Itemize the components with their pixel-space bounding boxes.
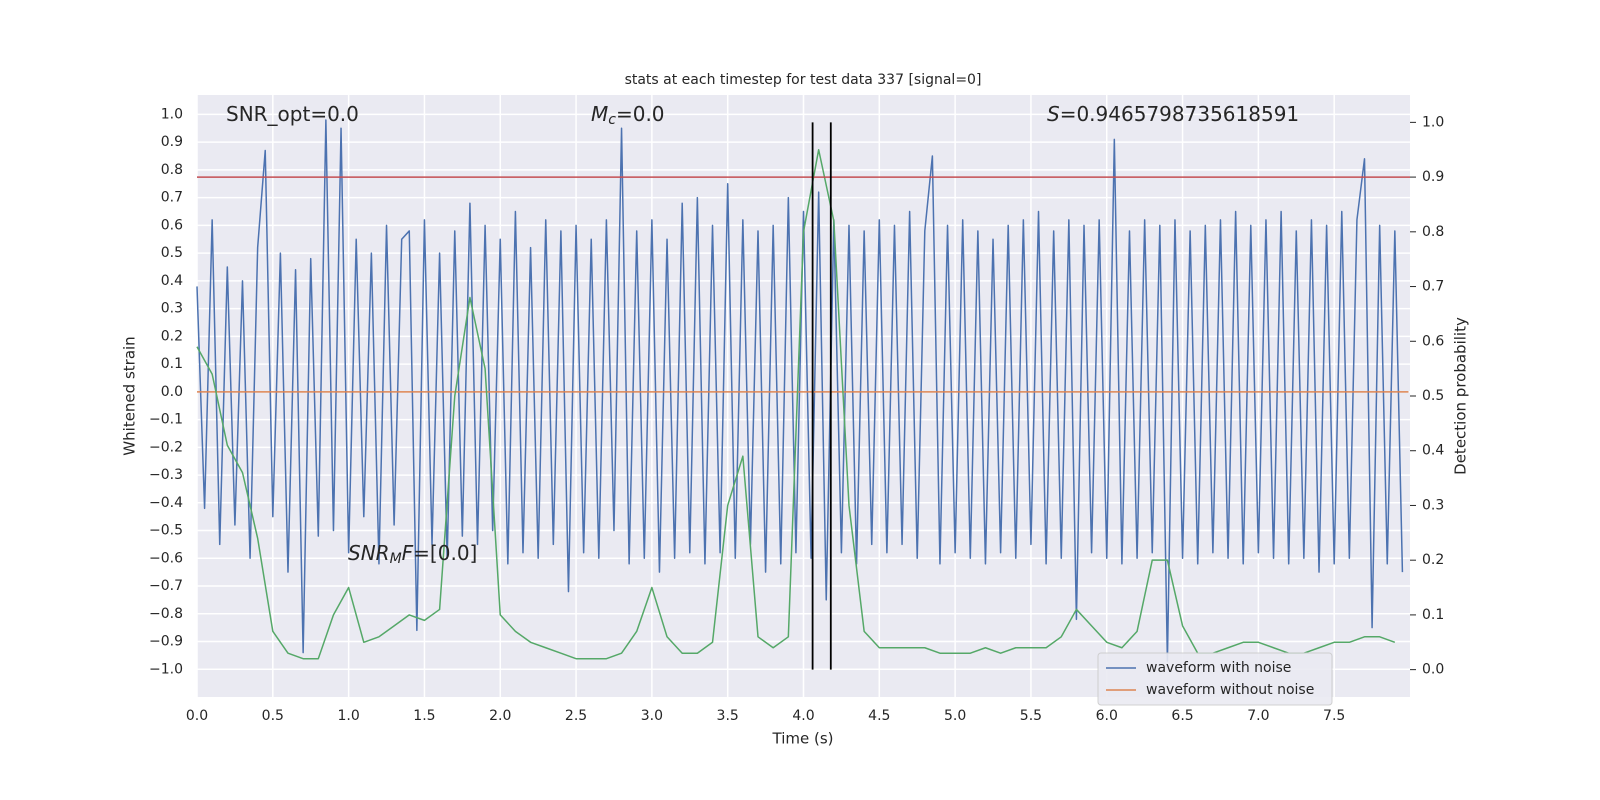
annotation: SNR_opt=0.0	[226, 102, 359, 126]
annotation-part: =0.9465798735618591	[1060, 102, 1299, 126]
y-tick-label: 0.2	[161, 328, 183, 344]
annotation-part: =[0.0]	[413, 541, 477, 565]
legend: waveform with noise waveform without nois…	[1097, 652, 1333, 706]
x-tick-label: 2.0	[489, 708, 511, 724]
y-tick-label: 0.5	[161, 245, 183, 261]
y-tick-label: 0.4	[161, 273, 183, 289]
x-tick-label: 1.0	[337, 708, 359, 724]
y2-tick-label: 0.8	[1422, 224, 1444, 240]
y-tick-label: 0.6	[161, 217, 183, 233]
y2-tick-label: 0.9	[1422, 169, 1444, 185]
y-tick-label: −0.3	[149, 467, 183, 483]
legend-box	[1097, 652, 1333, 706]
y-tick-label: −0.1	[149, 412, 183, 428]
x-tick-label: 3.5	[717, 708, 739, 724]
y2-tick-label: 0.7	[1422, 279, 1444, 295]
annotation-part: M	[390, 551, 402, 567]
x-axis-label: Time (s)	[772, 730, 834, 748]
x-tick-label: 6.0	[1096, 708, 1118, 724]
x-tick-label: 5.5	[1020, 708, 1042, 724]
y2-tick-label: 0.4	[1422, 443, 1444, 459]
annotation: Mc=0.0	[591, 102, 665, 129]
y2-tick-label: 0.6	[1422, 333, 1444, 349]
y2-tick-label: 1.0	[1422, 114, 1444, 130]
y-tick-label: 1.0	[161, 106, 183, 122]
series-line	[196, 119, 1404, 662]
annotation-part: =0.0	[616, 102, 665, 126]
x-tick-label: 3.0	[641, 708, 663, 724]
legend-label: waveform with noise	[1146, 660, 1291, 676]
x-tick-label: 7.0	[1247, 708, 1269, 724]
y2-tick-label: 0.2	[1422, 552, 1444, 568]
y-tick-label: −0.6	[149, 550, 183, 566]
y-tick-label: 0.0	[161, 384, 183, 400]
y-tick-label: 0.3	[161, 301, 183, 317]
legend-label: waveform without noise	[1146, 682, 1314, 698]
y-axis-label: Whitened strain	[121, 336, 139, 455]
y-tick-label: 0.8	[161, 162, 183, 178]
y2-tick-label: 0.5	[1422, 388, 1444, 404]
chart-title: stats at each timestep for test data 337…	[625, 72, 982, 88]
y2-tick-label: 0.1	[1422, 607, 1444, 623]
x-tick-label: 5.0	[944, 708, 966, 724]
annotation-part: SNR	[348, 541, 390, 565]
x-tick-label: 6.5	[1171, 708, 1193, 724]
x-tick-label: 4.0	[792, 708, 814, 724]
y-tick-label: −0.8	[149, 606, 183, 622]
annotation-part: F	[402, 541, 414, 565]
x-tick-label: 1.5	[413, 708, 435, 724]
annotation-part: c	[608, 112, 616, 128]
y2-tick-label: 0.3	[1422, 497, 1444, 513]
y-tick-label: 0.9	[161, 134, 183, 150]
y-tick-label: −0.7	[149, 578, 183, 594]
y-tick-label: −1.0	[149, 661, 183, 677]
x-tick-label: 2.5	[565, 708, 587, 724]
y-tick-label: 0.7	[161, 190, 183, 206]
y2-tick-label: 0.0	[1422, 662, 1444, 678]
y-tick-label: −0.2	[149, 439, 183, 455]
y-tick-label: −0.5	[149, 523, 183, 539]
x-tick-label: 7.5	[1323, 708, 1345, 724]
annotation: S=0.9465798735618591	[1047, 102, 1299, 126]
y-tick-label: 0.1	[161, 356, 183, 372]
annotation: SNRMF=[0.0]	[348, 541, 477, 568]
annotation-part: M	[591, 102, 608, 126]
x-tick-label: 4.5	[868, 708, 890, 724]
x-tick-label: 0.0	[186, 708, 208, 724]
series-line	[196, 148, 1396, 660]
y-tick-label: −0.9	[149, 634, 183, 650]
x-tick-label: 0.5	[262, 708, 284, 724]
y2-axis-label: Detection probability	[1452, 317, 1470, 475]
annotation-part: S	[1047, 102, 1060, 126]
y-tick-label: −0.4	[149, 495, 183, 511]
annotation-part: SNR_opt=0.0	[226, 102, 359, 126]
